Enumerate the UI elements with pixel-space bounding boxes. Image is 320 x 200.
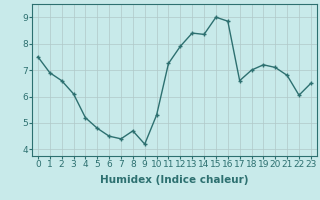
X-axis label: Humidex (Indice chaleur): Humidex (Indice chaleur) bbox=[100, 175, 249, 185]
